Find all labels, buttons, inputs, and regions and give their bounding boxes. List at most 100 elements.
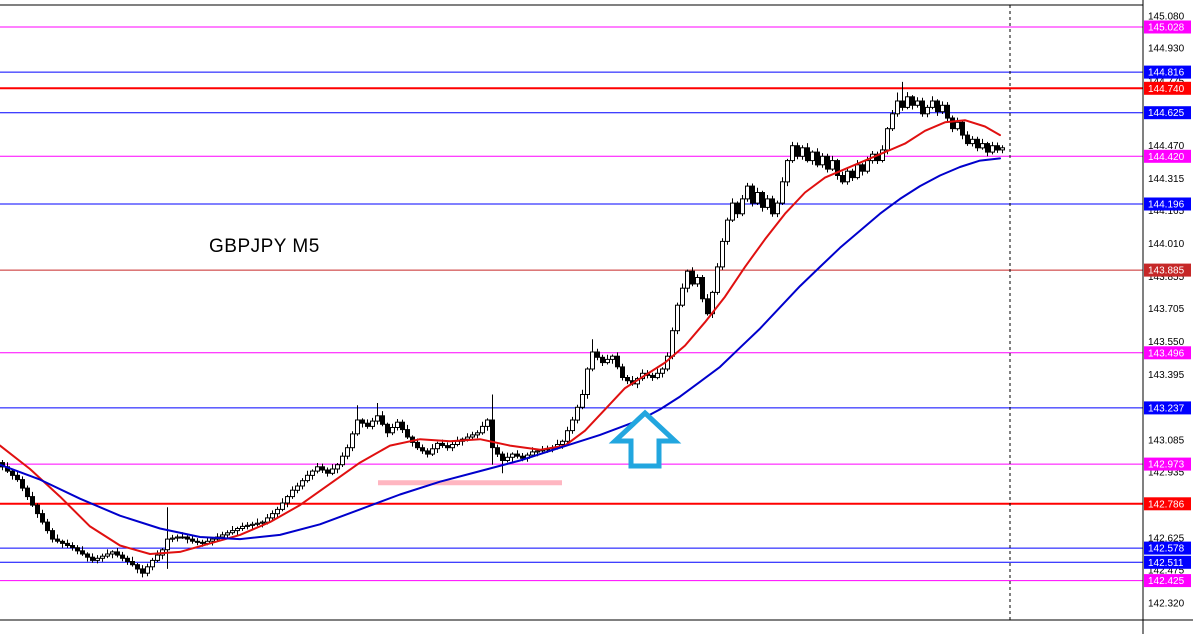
candle-body — [10, 470, 15, 476]
candle-body — [965, 134, 970, 145]
candle-body — [255, 522, 260, 525]
candle-body — [880, 149, 885, 161]
candle-body — [835, 160, 840, 177]
candle-body — [675, 304, 680, 332]
candle-body — [975, 138, 980, 149]
price-level-axis-label: 144.816 — [1144, 65, 1191, 79]
candle-body — [285, 496, 290, 504]
candle-body — [815, 151, 820, 166]
candle-body — [145, 566, 150, 574]
candle-body — [40, 513, 45, 523]
candle-body — [520, 455, 525, 459]
candle-body — [220, 534, 225, 538]
price-level-axis-label: 143.496 — [1144, 346, 1191, 360]
candle-body — [165, 538, 170, 551]
candle-body — [605, 358, 610, 364]
candle-body — [900, 100, 905, 108]
candle-body — [395, 421, 400, 429]
price-level-axis-label: 142.786 — [1144, 497, 1191, 511]
candle-body — [670, 330, 675, 357]
candle-body — [950, 117, 955, 130]
candle-body — [170, 537, 175, 540]
candle-body — [915, 100, 920, 106]
candle-body — [465, 436, 470, 440]
candle-body — [830, 160, 835, 170]
candle-body — [385, 423, 390, 434]
axis-tick-label: 142.625 — [1148, 534, 1185, 545]
svg-text:144.740: 144.740 — [1148, 84, 1185, 95]
candle-body — [230, 530, 235, 534]
svg-text:144.196: 144.196 — [1148, 200, 1185, 211]
price-level-axis-label: 142.973 — [1144, 457, 1191, 471]
candle-body — [610, 355, 615, 360]
candle-body — [150, 559, 155, 568]
price-level-axis-label: 144.740 — [1144, 81, 1191, 95]
candle-body — [420, 447, 425, 452]
candle-body — [690, 270, 695, 285]
candle-body — [770, 198, 775, 215]
candle-body — [575, 406, 580, 421]
candle-body — [210, 538, 215, 542]
candle-body — [315, 466, 320, 472]
price-level-axis-label: 143.885 — [1144, 263, 1191, 277]
candle-body — [500, 453, 505, 462]
candle-body — [115, 551, 120, 556]
ma-slow-blue-line — [0, 157, 1001, 541]
axis-tick-label: 142.320 — [1148, 598, 1185, 609]
candle-body — [790, 145, 795, 162]
candle-body — [715, 266, 720, 293]
candle-body — [585, 368, 590, 395]
candle-body — [135, 564, 140, 570]
candle-body — [280, 502, 285, 510]
candle-body — [580, 394, 585, 408]
candle-body — [310, 470, 315, 476]
svg-text:144.816: 144.816 — [1148, 68, 1185, 79]
axis-tick-label: 144.930 — [1148, 43, 1185, 54]
axis-tick-label: 143.550 — [1148, 337, 1185, 348]
svg-text:142.973: 142.973 — [1148, 460, 1185, 471]
candle-body — [805, 147, 810, 162]
candle-body — [440, 442, 445, 446]
axis-tick-label: 144.165 — [1148, 206, 1185, 217]
candle-body — [910, 96, 915, 106]
candle-body — [750, 185, 755, 204]
candle-body — [745, 185, 750, 200]
candle-body — [430, 448, 435, 455]
candle-body — [845, 170, 850, 183]
candle-body — [370, 420, 375, 427]
candle-body — [650, 374, 655, 378]
candle-body — [45, 521, 50, 532]
candle-body — [20, 479, 25, 489]
axis-tick-label: 142.935 — [1148, 468, 1185, 479]
candle-body — [800, 147, 805, 157]
candle-body — [760, 192, 765, 208]
candle-body — [345, 447, 350, 457]
price-level-axis-label: 143.237 — [1144, 401, 1191, 415]
candle-body — [450, 444, 455, 449]
candle-body — [190, 538, 195, 542]
candle-body — [865, 160, 870, 172]
price-axis[interactable]: 145.080144.930144.775144.470144.315144.1… — [1144, 12, 1191, 610]
candle-body — [375, 415, 380, 422]
candle-body — [695, 277, 700, 285]
candle-body — [405, 429, 410, 438]
candle-body — [930, 100, 935, 108]
horizontal-level-lines — [0, 26, 1143, 582]
svg-text:142.425: 142.425 — [1148, 576, 1185, 587]
candle-body — [290, 489, 295, 498]
axis-tick-label: 143.085 — [1148, 436, 1185, 447]
candle-body — [140, 568, 145, 574]
candle-body — [235, 528, 240, 532]
axis-tick-label: 145.080 — [1148, 12, 1185, 23]
candle-body — [945, 104, 950, 119]
candle-body — [390, 427, 395, 434]
candle-body — [985, 143, 990, 153]
candle-body — [960, 121, 965, 136]
candle-body — [350, 433, 355, 449]
axis-tick-label: 144.010 — [1148, 239, 1185, 250]
candle-body — [655, 372, 660, 379]
candle-body — [365, 422, 370, 427]
candle-body — [535, 450, 540, 453]
candle-body — [125, 557, 130, 562]
